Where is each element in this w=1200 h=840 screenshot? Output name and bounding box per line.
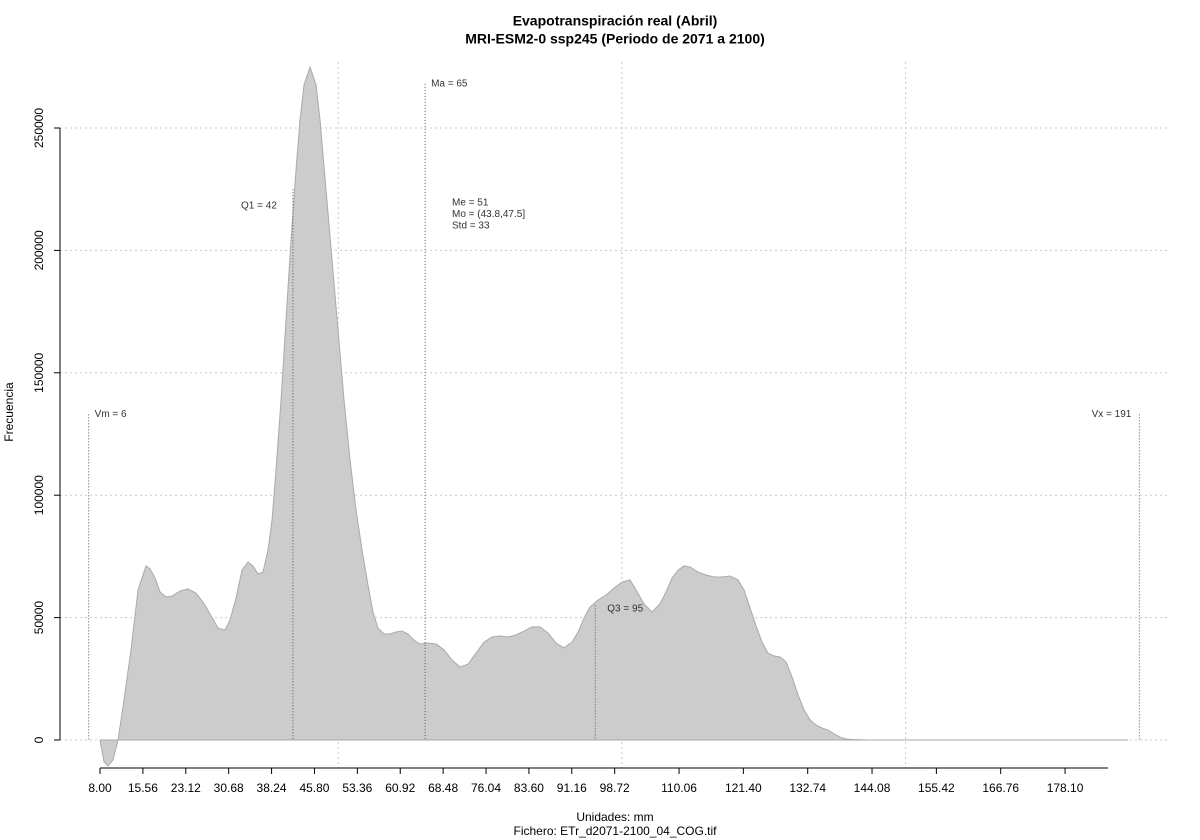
marker-label: Vm = 6 [95,409,127,420]
x-tick-label: 98.72 [600,781,630,795]
x-tick-label: 30.68 [214,781,244,795]
marker-label: Vx = 191 [1092,409,1132,420]
x-tick-label: 110.06 [661,781,697,795]
x-tick-label: 91.16 [557,781,587,795]
y-tick-label: 250000 [32,108,46,148]
stat-label: Me = 51 [452,198,489,209]
x-tick-label: 178.10 [1047,781,1084,795]
x-axis-label: Unidades: mm [576,810,653,824]
y-tick-label: 100000 [32,475,46,515]
x-tick-label: 45.80 [299,781,329,795]
x-tick-label: 166.76 [982,781,1019,795]
stat-label: Mo = (43.8,47.5] [452,209,525,220]
x-tick-label: 15.56 [128,781,158,795]
marker-label: Ma = 65 [431,79,468,90]
stat-label: Std = 33 [452,221,490,232]
x-tick-label: 8.00 [88,781,112,795]
y-tick-label: 50000 [32,601,46,635]
x-tick-label: 53.36 [342,781,372,795]
chart-subtitle: MRI-ESM2-0 ssp245 (Periodo de 2071 a 210… [465,31,765,47]
x-tick-label: 155.42 [918,781,955,795]
x-tick-label: 76.04 [471,781,501,795]
x-tick-label: 68.48 [428,781,458,795]
chart-title: Evapotranspiración real (Abril) [513,13,718,29]
y-axis-label: Frecuencia [2,382,16,442]
x-tick-label: 23.12 [171,781,201,795]
x-tick-label: 144.08 [854,781,891,795]
caption: Fichero: ETr_d2071-2100_04_COG.tif [514,824,718,838]
marker-label: Q1 = 42 [241,201,277,212]
density-area [99,65,1129,767]
marker-label: Q3 = 95 [607,604,643,615]
y-tick-label: 150000 [32,352,46,392]
x-tick-label: 60.92 [385,781,415,795]
x-tick-label: 83.60 [514,781,544,795]
x-tick-label: 38.24 [257,781,287,795]
y-tick-label: 200000 [32,230,46,270]
y-tick-label: 0 [32,736,46,743]
x-tick-label: 132.74 [789,781,826,795]
x-tick-label: 121.40 [725,781,762,795]
